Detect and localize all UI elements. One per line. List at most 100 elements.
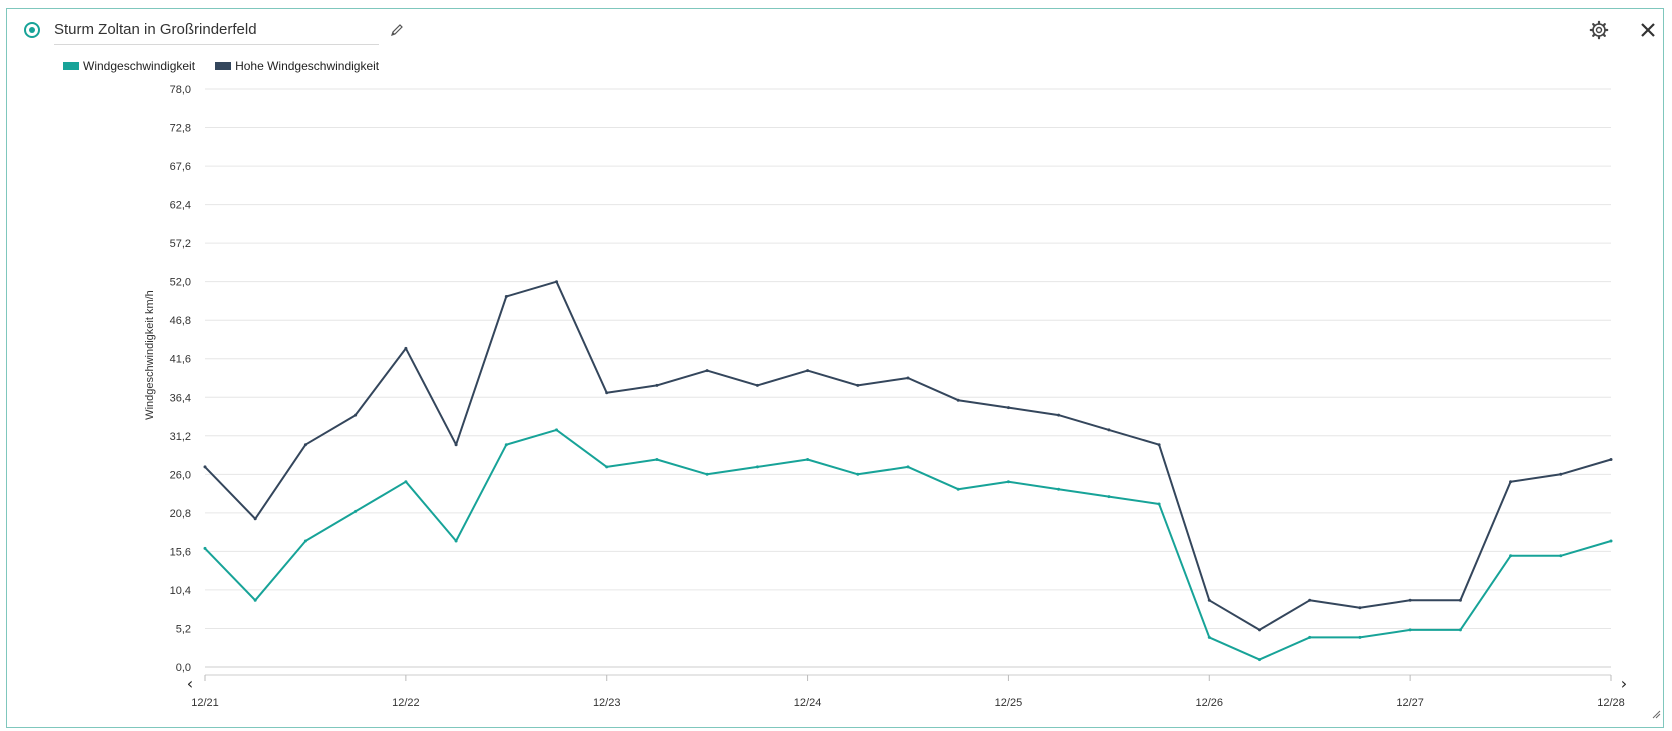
data-point-series-2 (1458, 598, 1462, 602)
x-tick-label: 12/22 (392, 697, 420, 709)
data-point-series-1 (1358, 635, 1362, 639)
data-point-series-1 (1458, 628, 1462, 632)
legend-swatch-series2 (215, 62, 232, 70)
y-tick-label: 52,0 (170, 277, 191, 289)
data-point-series-1 (1308, 635, 1312, 639)
x-tick-label: 12/23 (593, 697, 621, 709)
chart-legend: Windgeschwindigkeit Hohe Windgeschwindig… (63, 59, 379, 73)
data-point-series-2 (705, 369, 709, 373)
scroll-right-icon[interactable]: › (1621, 674, 1627, 693)
data-point-series-2 (454, 443, 458, 447)
data-point-series-2 (1258, 628, 1261, 632)
data-point-series-1 (1258, 658, 1261, 662)
close-icon[interactable] (1638, 20, 1658, 40)
y-tick-label: 62,4 (170, 200, 191, 212)
data-point-series-2 (404, 346, 408, 350)
y-tick-label: 36,4 (170, 392, 191, 404)
data-point-series-2 (1408, 598, 1412, 602)
data-point-series-1 (354, 509, 358, 513)
data-point-series-2 (1609, 458, 1613, 461)
y-tick-label: 72,8 (170, 123, 191, 135)
data-point-series-1 (1559, 554, 1563, 558)
chart-navigation: ‹ › (187, 674, 1627, 693)
y-tick-label: 67,6 (170, 161, 191, 173)
data-point-series-2 (605, 391, 609, 395)
panel-title[interactable]: Sturm Zoltan in Großrinderfeld (54, 21, 257, 38)
y-tick-label: 31,2 (170, 431, 191, 443)
data-point-series-1 (454, 539, 458, 543)
data-point-series-2 (253, 517, 257, 521)
y-tick-label: 41,6 (170, 354, 191, 366)
y-tick-label: 57,2 (170, 238, 191, 250)
data-point-series-1 (1408, 628, 1412, 632)
data-point-series-1 (303, 539, 307, 543)
data-point-series-2 (1157, 443, 1161, 447)
data-point-series-1 (1107, 495, 1111, 499)
scroll-left-icon[interactable]: ‹ (187, 674, 193, 693)
data-point-series-1 (956, 487, 960, 491)
data-point-series-2 (1006, 406, 1010, 410)
data-point-series-1 (755, 465, 759, 469)
title-underline (54, 44, 379, 45)
data-point-series-1 (1609, 539, 1613, 543)
data-point-series-1 (655, 458, 659, 461)
data-point-series-2 (655, 383, 659, 387)
legend-swatch-series1 (63, 62, 79, 70)
data-point-series-2 (1207, 598, 1211, 602)
pencil-icon[interactable] (389, 22, 405, 38)
data-point-series-2 (856, 383, 860, 387)
data-point-series-2 (555, 280, 558, 284)
data-point-series-2 (504, 295, 508, 298)
y-tick-label: 20,8 (170, 508, 191, 520)
x-tick-label: 12/27 (1396, 697, 1424, 709)
x-tick-label: 12/24 (794, 697, 822, 709)
data-point-series-1 (856, 472, 860, 476)
data-point-series-2 (1559, 472, 1563, 476)
data-point-series-1 (806, 458, 810, 461)
x-tick-label: 12/25 (995, 697, 1023, 709)
series-line-2[interactable] (204, 280, 1612, 631)
y-tick-label: 0,0 (176, 662, 191, 674)
data-point-series-1 (705, 472, 709, 476)
data-point-series-1 (1509, 554, 1513, 558)
legend-label-series1: Windgeschwindigkeit (83, 59, 196, 73)
data-point-series-1 (555, 428, 558, 432)
data-point-series-2 (1358, 606, 1362, 610)
data-point-series-2 (755, 383, 759, 387)
legend-label-series2: Hohe Windgeschwindigkeit (235, 59, 380, 73)
panel-header: Sturm Zoltan in Großrinderfeld (7, 9, 1663, 53)
y-tick-label: 26,0 (170, 469, 191, 481)
y-tick-label: 78,0 (170, 84, 191, 96)
data-point-series-1 (1057, 487, 1061, 491)
gear-icon[interactable] (1589, 20, 1609, 40)
data-point-series-2 (1057, 413, 1061, 417)
data-point-series-1 (1157, 502, 1161, 506)
y-axis-ticks: 0,0 5,2 10,4 15,6 20,8 26,0 31,2 36,4 41,6 46,8 52… (170, 84, 191, 674)
chart-series (203, 280, 1613, 662)
data-point-series-2 (303, 443, 307, 447)
y-tick-label: 46,8 (170, 315, 191, 327)
data-point-series-2 (906, 376, 910, 380)
data-point-series-2 (1308, 598, 1312, 602)
x-tick-label: 12/26 (1196, 697, 1224, 709)
y-tick-label: 5,2 (176, 623, 191, 635)
x-axis: 12/21 12/22 12/23 12/24 12/25 12/26 12/27 12/28 (191, 674, 1625, 709)
data-point-series-1 (1006, 480, 1010, 484)
y-tick-label: 10,4 (170, 585, 191, 597)
data-point-series-1 (1207, 635, 1211, 639)
series-line-1[interactable] (204, 428, 1612, 661)
data-point-series-2 (1107, 428, 1111, 432)
legend-item-series1[interactable]: Windgeschwindigkeit (63, 59, 195, 73)
y-axis-label: Windgeschwindigkeit km/h (144, 290, 156, 420)
x-tick-label: 12/21 (191, 697, 219, 709)
legend-item-series2[interactable]: Hohe Windgeschwindigkeit (215, 59, 379, 73)
x-tick-label: 12/28 (1597, 697, 1625, 709)
chart-grid (205, 88, 1611, 668)
data-point-series-2 (203, 465, 207, 469)
radio-icon[interactable] (24, 22, 40, 38)
data-point-series-1 (605, 465, 609, 469)
data-point-series-2 (1509, 480, 1513, 484)
y-tick-label: 15,6 (170, 546, 191, 558)
resize-handle-icon[interactable] (1651, 709, 1661, 719)
